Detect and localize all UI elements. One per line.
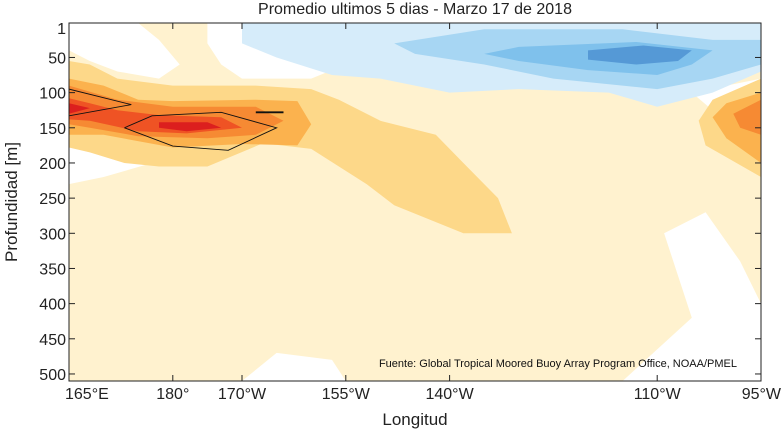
contour-fill-pale-yellow-hole-d xyxy=(622,212,761,381)
x-tick-label: 95°W xyxy=(742,386,782,403)
x-tick-label: 180° xyxy=(156,386,189,403)
source-note: Fuente: Global Tropical Moored Buoy Arra… xyxy=(379,358,737,370)
y-tick-label: 1 xyxy=(57,21,66,38)
y-tick-label: 50 xyxy=(48,50,66,67)
contour-line xyxy=(69,88,132,117)
x-tick-label: 165°E xyxy=(65,386,109,403)
y-tick-label: 400 xyxy=(39,297,66,314)
x-tick-label: 155°W xyxy=(322,386,371,403)
contour-fill-dark-blue xyxy=(588,45,692,65)
y-tick-label: 250 xyxy=(39,191,66,208)
contour-fill-deep-red-b xyxy=(159,122,222,132)
x-axis-label: Longitud xyxy=(382,410,447,429)
x-tick-label: 140°W xyxy=(425,386,474,403)
y-tick-label: 300 xyxy=(39,226,66,243)
plot-frame xyxy=(68,22,762,382)
x-tick-label: 170°W xyxy=(218,386,267,403)
chart-title: Promedio ultimos 5 dias - Marzo 17 de 20… xyxy=(258,1,572,18)
contour-fill-deep-red xyxy=(69,103,90,114)
y-axis-label: Profundidad [m] xyxy=(2,142,21,262)
contour-fill-pale-yellow-hole-c xyxy=(69,141,152,185)
y-tick-label: 350 xyxy=(39,261,66,278)
y-tick-label: 200 xyxy=(39,156,66,173)
y-tick-label: 500 xyxy=(39,367,66,384)
plot-area xyxy=(68,22,762,382)
x-tick-label: 110°W xyxy=(634,386,682,403)
y-tick-label: 150 xyxy=(39,121,66,138)
contour-fill-pale-yellow-hole-a xyxy=(69,23,180,79)
y-tick-label: 450 xyxy=(39,332,66,349)
contour-fill-pale-yellow-hole-e xyxy=(242,352,346,381)
contour-line xyxy=(124,111,278,151)
contour-fill-orange-e xyxy=(733,99,761,135)
y-tick-label: 100 xyxy=(39,86,66,103)
